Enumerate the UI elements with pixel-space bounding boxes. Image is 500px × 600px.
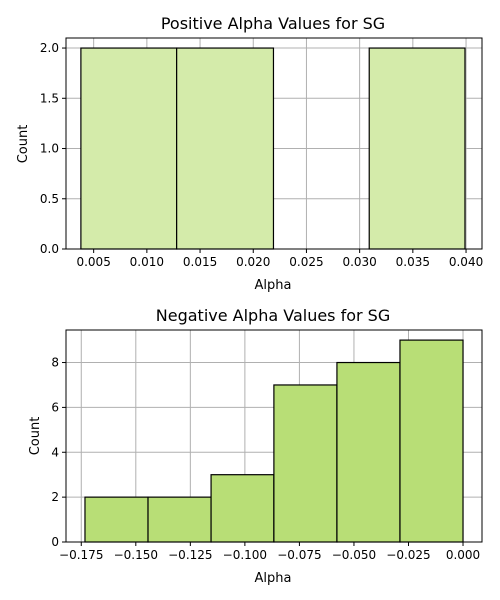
histogram-bar	[399, 339, 464, 543]
bars	[84, 339, 464, 543]
y-ticks: 0.0 0.5 1.0 1.5 2.0	[40, 41, 66, 256]
y-tick-label: 1.0	[40, 142, 59, 156]
x-tick-label: 0.025	[289, 255, 323, 269]
histogram-bar	[368, 47, 466, 250]
x-tick-label: −0.175	[59, 548, 103, 562]
y-tick-label: 1.5	[40, 91, 59, 105]
chart-title: Positive Alpha Values for SG	[161, 14, 385, 33]
x-axis-label: Alpha	[255, 278, 292, 293]
y-tick-label: 0.5	[40, 192, 59, 206]
positive-alpha-chart: Positive Alpha Values for SG 0.005 0.010 0…	[16, 14, 483, 293]
x-tick-label: 0.000	[446, 548, 480, 562]
plot-frame	[65, 329, 483, 543]
y-axis-label: Count	[28, 417, 43, 456]
histogram-bar	[147, 496, 212, 543]
chart-title: Negative Alpha Values for SG	[156, 306, 390, 325]
histogram-bar	[80, 47, 178, 250]
histogram-bar	[84, 496, 149, 543]
y-tick-label: 2	[51, 490, 59, 504]
plot-frame	[65, 37, 483, 250]
x-tick-label: −0.150	[114, 548, 158, 562]
histogram-bar	[210, 474, 275, 543]
x-tick-label: −0.100	[223, 548, 267, 562]
y-tick-label: 0.0	[40, 242, 59, 256]
x-ticks: 0.005 0.010 0.015 0.020 0.025 0.030 0.035 0.040	[76, 249, 483, 269]
y-tick-label: 0	[51, 535, 59, 549]
bars	[80, 47, 466, 250]
x-tick-label: −0.025	[386, 548, 430, 562]
x-tick-label: −0.075	[277, 548, 321, 562]
histogram-bar	[176, 47, 275, 250]
x-tick-label: 0.020	[236, 255, 270, 269]
x-tick-label: 0.015	[183, 255, 217, 269]
histogram-bar	[273, 384, 338, 543]
x-ticks: −0.175 −0.150 −0.125 −0.100 −0.075 −0.050 −0.0…	[59, 542, 480, 562]
x-tick-label: 0.010	[130, 255, 164, 269]
y-axis-label: Count	[16, 125, 31, 164]
x-tick-label: 0.005	[76, 255, 110, 269]
y-tick-label: 2.0	[40, 41, 59, 55]
y-tick-label: 4	[51, 445, 59, 459]
x-tick-label: 0.035	[396, 255, 430, 269]
histogram-bar	[336, 361, 401, 543]
negative-alpha-chart: Negative Alpha Values for SG −0.175 −0.15…	[28, 306, 483, 586]
x-tick-label: 0.030	[342, 255, 376, 269]
x-tick-label: 0.040	[449, 255, 483, 269]
x-axis-label: Alpha	[255, 571, 292, 586]
x-tick-label: −0.125	[168, 548, 212, 562]
y-tick-label: 8	[51, 356, 59, 370]
y-ticks: 0 2 4 6 8	[51, 356, 66, 549]
y-tick-label: 6	[51, 400, 59, 414]
x-tick-label: −0.050	[332, 548, 376, 562]
